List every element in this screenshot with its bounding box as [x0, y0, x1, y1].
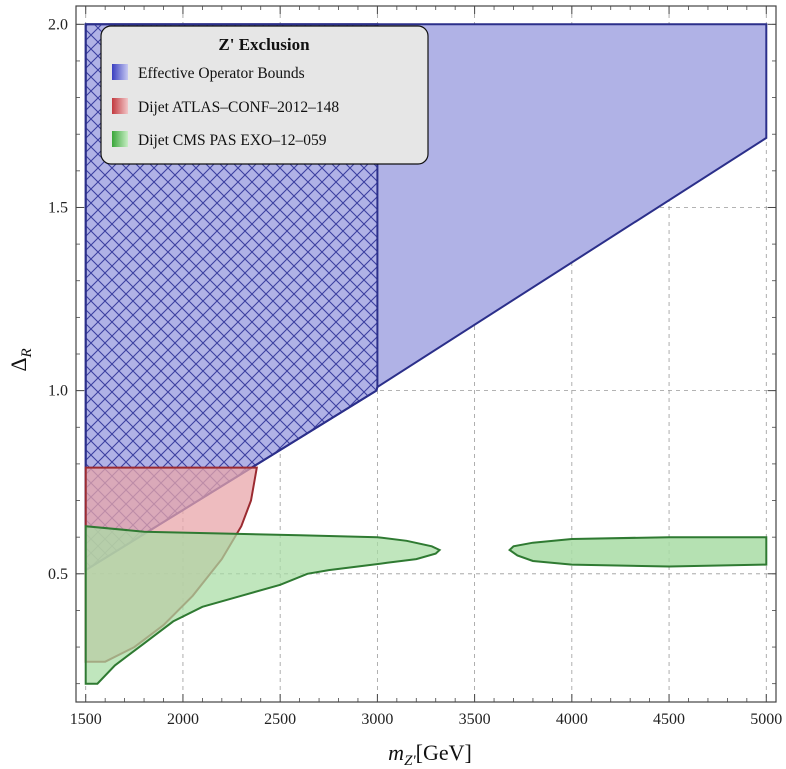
- legend-entry-cms: Dijet CMS PAS EXO–12–059: [138, 132, 327, 149]
- y-axis-label-sub: R: [19, 348, 35, 358]
- cms-dijet-region-low: [84, 525, 442, 685]
- x-tick-label: 3500: [459, 711, 491, 728]
- y-tick-label: 2.0: [48, 16, 68, 33]
- y-axis-label-main: Δ: [6, 358, 31, 372]
- y-axis-label: ΔR: [6, 348, 35, 371]
- x-axis-label-sub: Z': [404, 753, 416, 769]
- legend-box: [100, 25, 429, 165]
- tick-labels: 1500 2000 2500 3000 3500 4000 4500 5000 0.5 1.0 1.…: [48, 16, 782, 728]
- y-tick-label: 0.5: [48, 566, 68, 583]
- x-tick-label: 1500: [70, 711, 102, 728]
- x-tick-label: 2500: [264, 711, 296, 728]
- x-axis-label-unit: [GeV]: [416, 740, 472, 765]
- legend-entry-effective: Effective Operator Bounds: [138, 65, 305, 82]
- x-axis-label: mZ'[GeV]: [388, 740, 472, 769]
- x-tick-label: 4000: [556, 711, 588, 728]
- legend-swatch-atlas: [112, 98, 128, 114]
- axis-ticks: [76, 6, 776, 702]
- cms-dijet-region-high: [508, 536, 768, 568]
- x-axis-label-main: m: [388, 740, 404, 765]
- legend-entry-atlas: Dijet ATLAS–CONF–2012–148: [138, 99, 339, 116]
- x-tick-label: 5000: [750, 711, 782, 728]
- x-tick-label: 3000: [361, 711, 393, 728]
- y-tick-label: 1.5: [48, 199, 68, 216]
- legend-swatch-effective: [112, 64, 128, 80]
- y-tick-label: 1.0: [48, 383, 68, 400]
- legend-swatch-cms: [112, 131, 128, 147]
- x-tick-label: 2000: [167, 711, 199, 728]
- legend: Z' Exclusion Effective Operator Bounds D…: [100, 25, 429, 165]
- legend-title: Z' Exclusion: [218, 35, 310, 54]
- x-tick-label: 4500: [653, 711, 685, 728]
